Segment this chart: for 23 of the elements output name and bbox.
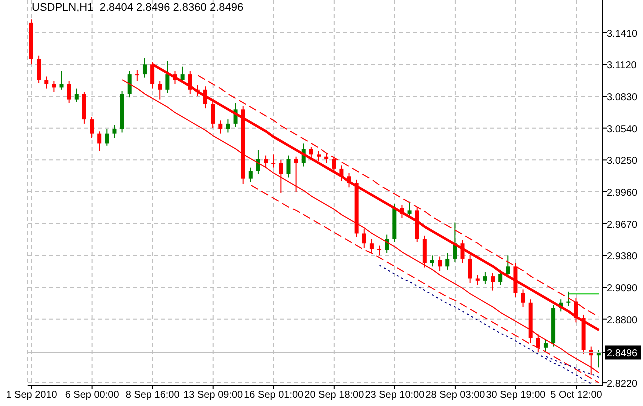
x-tick-label: 23 Sep 10:00: [365, 390, 426, 401]
x-tick-label: 16 Sep 01:00: [244, 390, 304, 401]
y-tick-label: 2.8800: [607, 315, 638, 326]
x-tick-label: 13 Sep 09:00: [184, 390, 244, 401]
y-tick-label: 3.0540: [607, 124, 638, 136]
y-tick-label: 2.9670: [607, 220, 638, 231]
x-tick-label: 6 Sep 00:00: [65, 390, 120, 401]
y-tick-label: 3.0830: [607, 92, 638, 104]
y-tick-label: 2.8496: [607, 348, 638, 360]
x-tick-label: 20 Sep 18:00: [304, 390, 365, 401]
chart-title: USDPLN,H1 2.8404 2.8496 2.8360 2.8496: [32, 2, 244, 14]
y-tick-label: 2.9960: [607, 188, 638, 200]
x-tick-label: 8 Sep 16:00: [126, 390, 180, 401]
y-tick-label: 3.1410: [607, 28, 638, 40]
y-tick-label: 2.8220: [607, 379, 638, 390]
x-tick-label: 28 Sep 03:00: [426, 390, 486, 401]
x-tick-label: 5 Oct 12:00: [550, 390, 603, 401]
x-tick-label: 30 Sep 19:00: [486, 390, 546, 401]
x-tick-label: 1 Sep 2010: [6, 390, 58, 401]
y-tick-label: 2.9090: [607, 284, 638, 295]
y-tick-label: 2.9380: [607, 252, 638, 263]
y-tick-label: 3.0250: [607, 156, 638, 168]
y-tick-label: 3.1120: [607, 60, 638, 72]
